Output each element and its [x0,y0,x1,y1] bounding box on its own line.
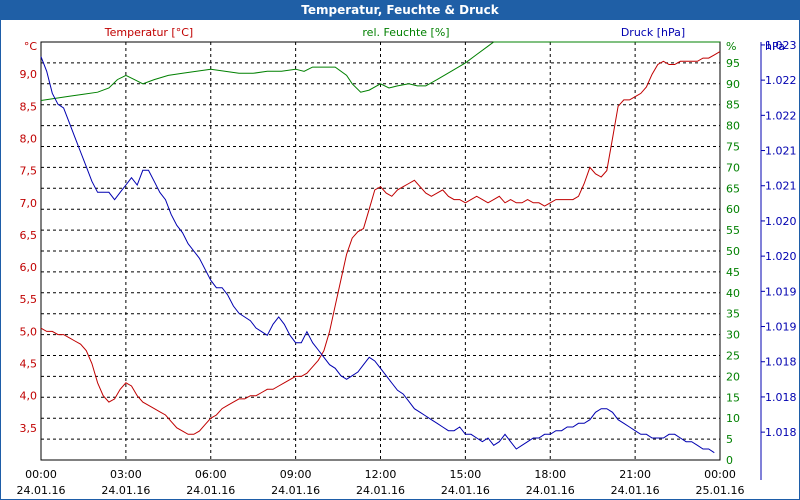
pressure-tick-label: 1.018 [765,356,797,369]
temp-tick-label: 6,5 [20,229,38,242]
humidity-tick-label: 65 [726,182,740,195]
humidity-tick-label: 35 [726,308,740,321]
x-tick-label-date: 25.01.16 [696,484,745,497]
temperature-series-line [40,51,721,435]
humidity-tick-label: 45 [726,266,740,279]
temp-tick-label: 5,0 [20,325,38,338]
pressure-tick-label: 1.018 [765,391,797,404]
temp-tick-label: 8,0 [20,132,38,145]
x-tick-label-date: 24.01.16 [101,484,150,497]
humidity-tick-label: 80 [726,120,740,133]
humidity-tick-label: 50 [726,245,740,258]
temp-tick-label: 7,5 [20,165,38,178]
x-tick-label-date: 24.01.16 [186,484,235,497]
humidity-tick-label: 55 [726,224,740,237]
x-tick-label-time: 00:00 [704,468,736,481]
pressure-tick-label: 1.022 [765,109,797,122]
pressure-tick-label: 1.022 [765,74,797,87]
pressure-tick-label: 1.021 [765,180,797,193]
pressure-tick-label: 1.019 [765,321,797,334]
x-tick-label-time: 21:00 [619,468,651,481]
x-tick-label-date: 24.01.16 [271,484,320,497]
x-tick-label-date: 24.01.16 [526,484,575,497]
temp-axis-title: Temperatur [°C] [104,26,193,39]
chart-title: Temperatur, Feuchte & Druck [0,0,800,20]
humidity-tick-label: 85 [726,99,740,112]
temp-tick-label: 8,5 [20,100,38,113]
x-tick-label-date: 24.01.16 [441,484,490,497]
pressure-unit-label: hPa [765,40,785,53]
x-tick-label-time: 18:00 [534,468,566,481]
x-tick-label-time: 03:00 [110,468,142,481]
humidity-tick-label: 20 [726,370,740,383]
pressure-tick-label: 1.018 [765,426,797,439]
humidity-tick-label: 75 [726,141,740,154]
pressure-tick-label: 1.021 [765,145,797,158]
humidity-tick-label: 90 [726,78,740,91]
humidity-tick-label: 30 [726,329,740,342]
temp-tick-label: 3,5 [20,422,38,435]
humidity-unit-label: % [726,40,736,53]
plot-panel: 00:00 24.01.16 03:00 24.01.16 06:00 24.01.16 0… [1,20,799,499]
x-tick-label-time: 09:00 [280,468,312,481]
temp-tick-label: 6,0 [20,261,38,274]
pressure-axis-title: Druck [hPa] [621,26,685,39]
temp-tick-label: 7,0 [20,197,38,210]
chart-svg: 00:00 24.01.16 03:00 24.01.16 06:00 24.01.16 0… [17,26,797,497]
x-tick-label-date: 24.01.16 [356,484,405,497]
x-tick-label-time: 15:00 [450,468,482,481]
humidity-tick-label: 40 [726,287,740,300]
x-tick-label-date: 24.01.16 [611,484,660,497]
temp-tick-label: 4,5 [20,358,38,371]
humidity-tick-label: 0 [726,454,733,467]
pressure-series-line [40,56,715,454]
temp-unit-label: °C [24,40,38,53]
temp-tick-label: 4,0 [20,390,38,403]
x-tick-label-time: 00:00 [25,468,57,481]
x-tick-label-date: 24.01.16 [17,484,66,497]
temp-tick-label: 5,5 [20,293,38,306]
temp-tick-label: 9,0 [20,68,38,81]
humidity-tick-label: 10 [726,412,740,425]
humidity-series-line [40,41,720,101]
humidity-axis-title: rel. Feuchte [%] [362,26,449,39]
pressure-tick-label: 1.023 [765,39,797,52]
humidity-tick-label: 95 [726,57,740,70]
x-tick-label-time: 12:00 [365,468,397,481]
humidity-tick-label: 5 [726,433,733,446]
pressure-tick-label: 1.019 [765,285,797,298]
pressure-tick-label: 1.020 [765,215,797,228]
humidity-tick-label: 25 [726,350,740,363]
x-tick-label-time: 06:00 [195,468,227,481]
humidity-tick-label: 70 [726,161,740,174]
humidity-tick-label: 60 [726,203,740,216]
pressure-tick-label: 1.020 [765,250,797,263]
humidity-tick-label: 15 [726,391,740,404]
